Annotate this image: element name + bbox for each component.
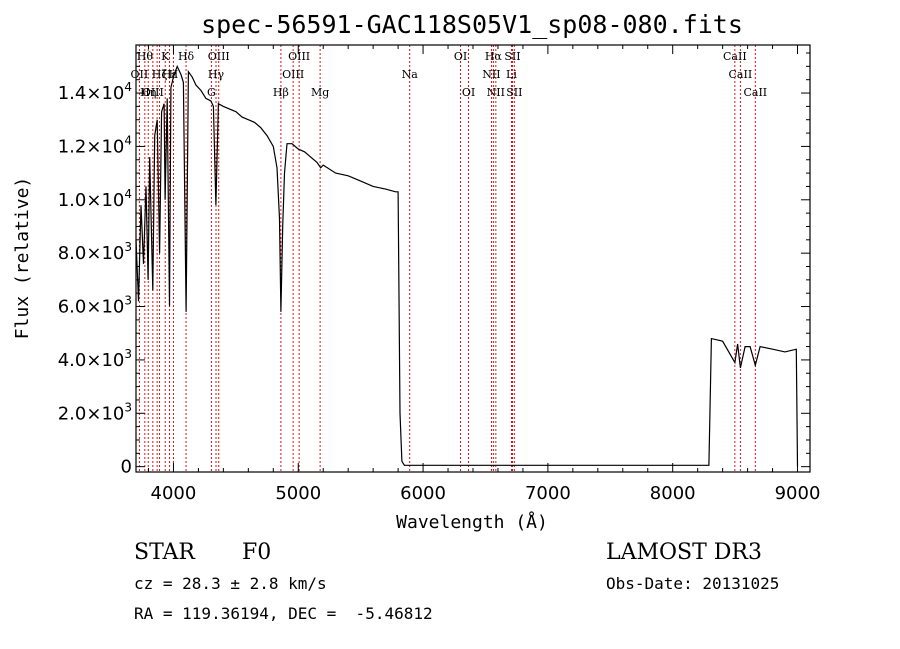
ra-dec-coordinates: RA = 119.36194, DEC = -5.46812 — [134, 604, 433, 623]
line-label-12: OIII — [208, 50, 230, 63]
y-axis-label: Flux (relative) — [12, 177, 33, 340]
y-tick-label: 0 — [121, 457, 132, 478]
x-axis-ticks: 4000 5000 6000 7000 8000 9000 — [147, 45, 821, 504]
spectrum-line — [135, 64, 799, 467]
x-tick-label: 9000 — [775, 483, 821, 504]
y-axis-ticks: 0 2.0×103 4.0×103 6.0×103 8.0×103 1.0×104 1.2×… — [58, 52, 810, 478]
y-tick-label: 4.0×103 — [58, 347, 132, 371]
line-label-27: CaII — [729, 68, 753, 81]
line-label-15: OIII — [288, 50, 310, 63]
line-label-1: Hθ — [137, 50, 154, 63]
line-label-28: CaII — [743, 86, 767, 99]
line-label-3: OIII — [142, 86, 164, 99]
line-label-16: Mg — [311, 86, 329, 99]
line-label-2: Hη — [140, 86, 156, 99]
chart-title: spec-56591-GAC118S05V1_sp08-080.fits — [201, 10, 743, 39]
y-tick-label: 2.0×103 — [58, 400, 132, 424]
x-tick-label: 6000 — [400, 483, 446, 504]
object-subclass: F0 — [242, 540, 272, 565]
line-label-18: OI — [454, 50, 467, 63]
line-label-21: Hα — [485, 50, 503, 63]
line-label-11: Hγ — [208, 68, 225, 81]
x-tick-label: 5000 — [275, 483, 321, 504]
line-label-0: OII — [131, 68, 149, 81]
line-label-26: CaII — [723, 50, 747, 63]
y-tick-label: 1.0×104 — [58, 187, 132, 211]
line-label-23: Li — [506, 68, 517, 81]
line-label-8: H — [169, 68, 179, 81]
x-tick-label: 7000 — [525, 483, 571, 504]
spectral-line-labels: OIIHθHηOIIIHζKHεHHδGHγOIIIHβOIIIOIIIMgNa… — [131, 50, 768, 99]
y-tick-label: 6.0×103 — [58, 294, 132, 318]
y-tick-label: 1.2×104 — [58, 133, 132, 157]
observation-date: Obs-Date: 20131025 — [606, 574, 780, 593]
line-label-10: G — [207, 86, 216, 99]
line-label-19: OI — [462, 86, 475, 99]
spectrum-chart: spec-56591-GAC118S05V1_sp08-080.fits OII… — [12, 10, 821, 533]
survey-name: LAMOST DR3 — [606, 540, 762, 565]
y-tick-label: 1.4×104 — [58, 80, 132, 104]
y-tick-label: 8.0×103 — [58, 240, 132, 264]
line-label-13: Hβ — [273, 86, 289, 99]
line-label-20: NII — [482, 68, 500, 81]
object-class: STAR — [134, 540, 195, 565]
line-label-5: Hζ — [152, 68, 168, 81]
x-axis-label: Wavelength (Å) — [396, 511, 548, 533]
line-label-24: SII — [504, 50, 520, 63]
spectral-line-markers — [138, 45, 756, 472]
line-label-9: Hδ — [178, 50, 195, 63]
line-label-17: Na — [402, 68, 419, 81]
x-tick-label: 8000 — [650, 483, 696, 504]
plot-frame — [135, 44, 811, 473]
line-label-6: K — [161, 50, 170, 63]
redshift-cz: cz = 28.3 ± 2.8 km/s — [134, 574, 327, 593]
line-label-25: SII — [506, 86, 522, 99]
line-label-22: NII — [487, 86, 505, 99]
x-tick-label: 4000 — [151, 483, 197, 504]
line-label-14: OIII — [282, 68, 304, 81]
